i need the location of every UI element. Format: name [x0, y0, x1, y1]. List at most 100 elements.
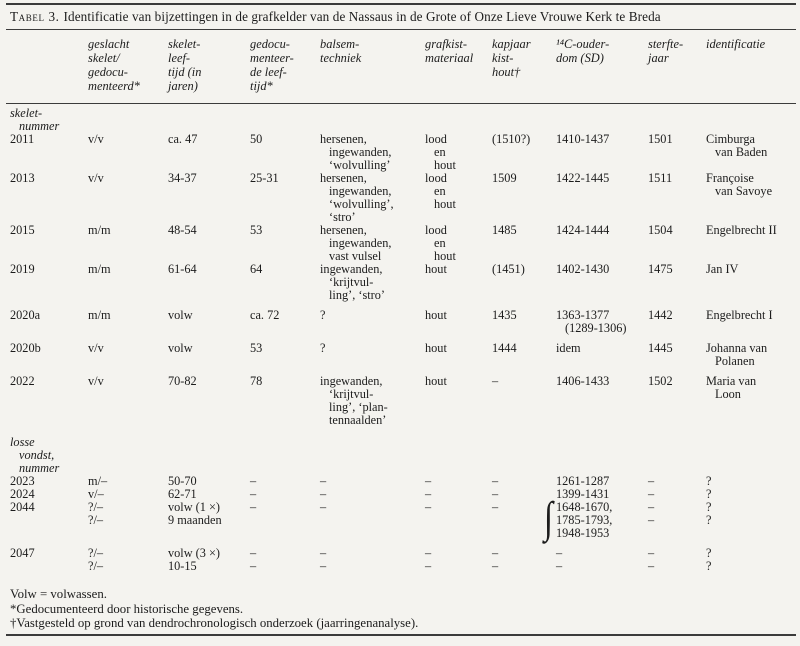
- cell-line: m/m: [88, 223, 111, 237]
- cell-sterftejaar: 1511: [648, 172, 706, 224]
- cell-grafkistmateriaal: hout: [425, 375, 492, 427]
- cell-line: en: [434, 236, 446, 250]
- header-line: tijd*: [250, 79, 273, 93]
- cell-line: –: [648, 474, 655, 488]
- header-line: skelet/: [88, 51, 120, 65]
- cell-grafkistmateriaal: –: [425, 475, 492, 488]
- cell-line: 2019: [10, 262, 35, 276]
- cell-line: –: [492, 487, 499, 501]
- cell-skeletnummer: 2020a: [10, 309, 88, 335]
- header-line: menteerd*: [88, 79, 140, 93]
- cell-skeletnummer: 2044: [10, 501, 88, 540]
- cell-line: 10-15: [168, 559, 197, 573]
- cell-line: Loon: [715, 387, 741, 401]
- cell-gedoc-leeftijd: ca. 72: [250, 309, 320, 335]
- cell-line: hout: [434, 249, 456, 263]
- cell-line: v/v: [88, 132, 104, 146]
- cell-line: 1785-1793,: [556, 513, 613, 527]
- cell-skeletleeftijd: 34-37: [168, 172, 250, 224]
- cell-grafkistmateriaal: –: [425, 488, 492, 501]
- table-row: 2022 v/v 70-82 78 ingewanden, ‘krijtvul-ling’…: [10, 375, 796, 427]
- cell-skeletleeftijd: 70-82: [168, 375, 250, 427]
- cell-line: ?/–: [88, 513, 104, 527]
- cell-balsemtechniek: hersenen, ingewanden, ‘wolvulling’: [320, 133, 425, 172]
- header-line: gedocu-: [250, 37, 290, 51]
- cell-line: ?: [706, 487, 712, 501]
- cell-line: m/m: [88, 262, 111, 276]
- table-row: 2023 m/– 50-70 – – – – 1261-1287 –?: [10, 475, 796, 488]
- cell-line: hout: [425, 341, 447, 355]
- cell-line: (1510?): [492, 132, 531, 146]
- cell-line: ‘krijtvul-: [329, 387, 374, 401]
- cell-line: –: [250, 474, 257, 488]
- cell-balsemtechniek: hersenen, ingewanden, vast vulsel: [320, 224, 425, 263]
- cell-c14-ouderdom: idem: [556, 342, 648, 368]
- section-label: losse vondst, nummer: [10, 436, 796, 475]
- cell-line: ?/–: [88, 500, 104, 514]
- cell-skeletleeftijd: volw: [168, 309, 250, 335]
- cell-line: –: [648, 546, 655, 560]
- header-gedoc-leeftijd: gedocu-menteer-de leef-tijd*: [250, 37, 320, 93]
- cell-kapjaar-kisthout: – –: [492, 547, 556, 573]
- cell-line: –: [320, 500, 327, 514]
- cell-grafkistmateriaal: lood en hout: [425, 172, 492, 224]
- cell-line: 34-37: [168, 171, 197, 185]
- cell-line: –: [492, 559, 499, 573]
- header-line: hout†: [492, 65, 521, 79]
- header-line: materiaal: [425, 51, 474, 65]
- cell-c14-ouderdom: 1406-1433: [556, 375, 648, 427]
- cell-kapjaar-kisthout: (1510?): [492, 133, 556, 172]
- header-grafkistmateriaal: grafkist-materiaal: [425, 37, 492, 93]
- cell-line: –: [320, 474, 327, 488]
- cell-line: 2044: [10, 500, 35, 514]
- cell-grafkistmateriaal: – –: [425, 547, 492, 573]
- cell-c14-ouderdom: 1363-1377 (1289-1306): [556, 309, 648, 335]
- cell-skeletnummer: 2024: [10, 488, 88, 501]
- cell-line: 1509: [492, 171, 517, 185]
- cell-line: 62-71: [168, 487, 197, 501]
- section-label: skelet-nummer: [10, 107, 796, 133]
- cell-line: hersenen,: [320, 171, 367, 185]
- table-row: 2047 ?/– ?/– volw (3 ×) 10-15– – – – – – – – – – – –??: [10, 547, 796, 573]
- cell-line: 70-82: [168, 374, 197, 388]
- cell-line: ?: [706, 500, 712, 514]
- cell-gedoc-leeftijd: – –: [250, 547, 320, 573]
- cell-line: 25-31: [250, 171, 279, 185]
- caption-rule: [6, 29, 796, 30]
- cell-skeletleeftijd: ca. 47: [168, 133, 250, 172]
- cell-sterftejaar: –: [648, 475, 706, 488]
- cell-line: vondst,: [19, 448, 55, 462]
- cell-line: 1501: [648, 132, 673, 146]
- cell-line: en: [434, 184, 446, 198]
- cell-line: ‘krijtvul-: [329, 275, 374, 289]
- cell-line: tennaalden’: [329, 413, 387, 427]
- cell-line: ?: [320, 308, 326, 322]
- cell-line: 1442: [648, 308, 673, 322]
- cell-line: 1648-1670,: [556, 500, 613, 514]
- header-line: kist-: [492, 51, 514, 65]
- bottom-rule: [6, 634, 796, 636]
- cell-line: 2011: [10, 132, 35, 146]
- table-row: 2020a m/m volw ca. 72? hout 1435 1363-1377 (128…: [10, 309, 796, 335]
- cell-c14-ouderdom: 1399-1431: [556, 488, 648, 501]
- cell-line: Polanen: [715, 354, 755, 368]
- footnotes: Volw = volwassen. *Gedocumenteerd door hi…: [10, 587, 794, 631]
- cell-c14-ouderdom: 1422-1445: [556, 172, 648, 224]
- cell-line: 1444: [492, 341, 517, 355]
- cell-sterftejaar: –: [648, 488, 706, 501]
- cell-line: 2023: [10, 474, 35, 488]
- cell-line: ?: [320, 341, 326, 355]
- cell-kapjaar-kisthout: 1485: [492, 224, 556, 263]
- cell-line: lood: [425, 223, 447, 237]
- cell-line: Engelbrecht I: [706, 308, 773, 322]
- header-line: techniek: [320, 51, 362, 65]
- cell-grafkistmateriaal: hout: [425, 309, 492, 335]
- cell-kapjaar-kisthout: –: [492, 475, 556, 488]
- cell-line: ?: [706, 559, 712, 573]
- cell-line: ?/–: [88, 559, 104, 573]
- cell-line: vast vulsel: [329, 249, 382, 263]
- cell-line: m/–: [88, 474, 108, 488]
- cell-identificatie: ?: [706, 475, 796, 488]
- cell-skeletleeftijd: volw: [168, 342, 250, 368]
- cell-c14-ouderdom: 1424-1444: [556, 224, 648, 263]
